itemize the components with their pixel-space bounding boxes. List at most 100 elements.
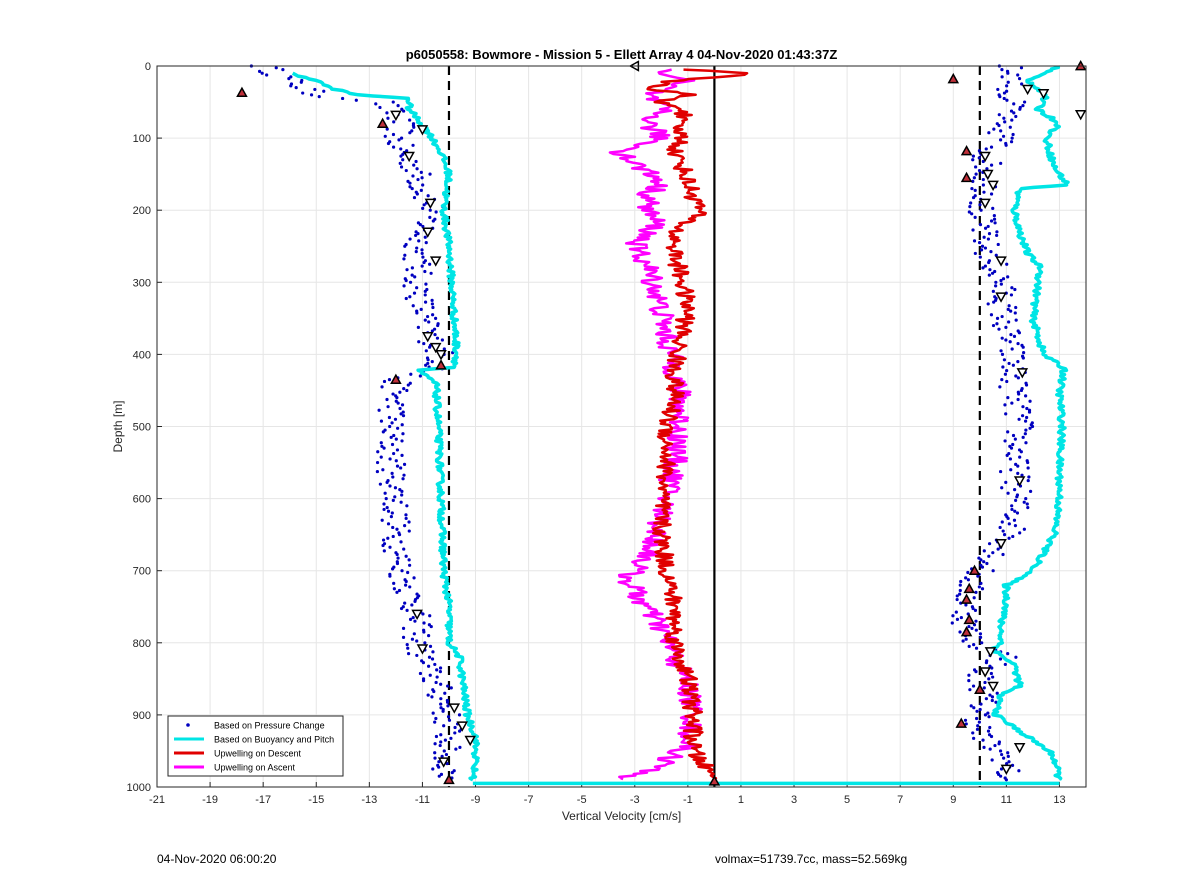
pressure-change-point xyxy=(973,251,977,256)
pressure-change-point xyxy=(1006,396,1010,400)
pressure-change-point xyxy=(1022,100,1027,104)
pressure-change-point xyxy=(989,250,993,254)
pressure-change-point xyxy=(439,706,443,710)
pressure-change-point xyxy=(415,192,419,196)
y-tick-label: 600 xyxy=(133,494,151,506)
pressure-change-point xyxy=(395,561,400,566)
pressure-change-point xyxy=(979,248,984,252)
pressure-change-point xyxy=(961,639,965,643)
pressure-change-point xyxy=(433,742,437,746)
pressure-change-point xyxy=(1000,75,1004,79)
legend-entry-label: Based on Pressure Change xyxy=(214,721,325,731)
pressure-change-point xyxy=(997,113,1001,117)
pressure-change-point xyxy=(1006,71,1010,75)
pressure-change-point xyxy=(416,177,420,182)
pressure-change-point xyxy=(994,284,998,288)
pressure-change-point xyxy=(990,271,995,275)
pressure-change-point xyxy=(1014,498,1018,503)
pressure-change-point xyxy=(435,675,439,679)
pressure-change-point xyxy=(989,219,994,223)
pressure-change-point xyxy=(422,621,426,625)
pressure-change-point xyxy=(413,275,417,279)
pressure-change-point xyxy=(445,700,450,704)
pressure-change-point xyxy=(430,329,434,333)
pressure-change-point xyxy=(381,538,386,542)
pressure-change-point xyxy=(257,69,262,74)
pressure-change-point xyxy=(402,257,406,261)
pressure-change-point xyxy=(998,657,1003,661)
pressure-change-point xyxy=(397,138,401,142)
pressure-change-point xyxy=(974,172,978,176)
pressure-change-point xyxy=(973,188,977,192)
pressure-change-point xyxy=(1009,109,1014,113)
pressure-change-point xyxy=(391,475,395,479)
pressure-change-point xyxy=(407,529,411,533)
pressure-change-point xyxy=(971,228,975,232)
pressure-change-point xyxy=(403,601,407,605)
pressure-change-point xyxy=(399,500,403,504)
pressure-change-point xyxy=(982,190,986,194)
pressure-change-point xyxy=(1024,441,1028,445)
pressure-change-point xyxy=(995,233,999,238)
pressure-change-point xyxy=(427,664,431,668)
pressure-change-point xyxy=(974,619,978,623)
pressure-change-point xyxy=(971,158,975,162)
pressure-change-point xyxy=(437,760,441,764)
x-tick-label: -19 xyxy=(202,794,218,806)
pressure-change-point xyxy=(412,291,417,295)
pressure-change-point xyxy=(391,534,395,539)
x-tick-label: -11 xyxy=(415,794,430,806)
pressure-change-point xyxy=(409,372,413,376)
pressure-change-point xyxy=(974,670,978,674)
pressure-change-point xyxy=(392,433,396,438)
pressure-change-point xyxy=(1014,114,1018,119)
pressure-change-point xyxy=(426,194,430,198)
pressure-change-point xyxy=(398,487,402,492)
pressure-change-point xyxy=(408,185,412,189)
pressure-change-point xyxy=(410,266,414,270)
pressure-change-point xyxy=(399,412,403,416)
pressure-change-point xyxy=(399,540,403,544)
pressure-change-point xyxy=(434,716,438,721)
pressure-change-point xyxy=(999,278,1003,283)
pressure-change-point xyxy=(405,608,409,612)
pressure-change-point xyxy=(1027,410,1032,414)
pressure-change-point xyxy=(389,435,393,439)
down-triangle-marker xyxy=(995,538,1007,550)
pressure-change-point xyxy=(415,167,419,171)
x-tick-label: -5 xyxy=(577,794,587,806)
pressure-change-point xyxy=(976,724,980,728)
pressure-change-point xyxy=(989,192,994,196)
pressure-change-point xyxy=(984,147,988,151)
pressure-change-point xyxy=(1028,489,1033,493)
pressure-change-point xyxy=(999,469,1003,474)
pressure-change-point xyxy=(423,269,427,274)
legend-entry-label: Upwelling on Descent xyxy=(214,749,302,759)
pressure-change-point xyxy=(1019,450,1023,454)
pressure-change-point xyxy=(442,347,446,351)
pressure-change-point xyxy=(1020,473,1024,477)
x-axis-label: Vertical Velocity [cm/s] xyxy=(562,809,681,823)
pressure-change-point xyxy=(408,131,412,135)
pressure-change-point xyxy=(401,432,405,436)
pressure-change-point xyxy=(1010,401,1014,405)
pressure-change-point xyxy=(391,392,395,396)
pressure-change-point xyxy=(1000,68,1004,72)
pressure-change-point xyxy=(420,176,424,180)
pressure-change-point xyxy=(1011,363,1015,367)
down-triangle-marker xyxy=(424,198,437,210)
pressure-change-point xyxy=(1009,140,1014,144)
pressure-change-point xyxy=(380,385,384,389)
pressure-change-point xyxy=(981,159,985,164)
pressure-change-point xyxy=(405,268,409,272)
pressure-change-point xyxy=(1024,428,1028,432)
pressure-change-point xyxy=(1010,286,1014,290)
pressure-change-point xyxy=(417,239,421,243)
pressure-change-point xyxy=(987,715,991,719)
pressure-change-point xyxy=(406,646,410,650)
pressure-change-point xyxy=(1002,358,1007,362)
down-triangle-marker xyxy=(416,644,429,655)
pressure-change-point xyxy=(1022,350,1026,355)
pressure-change-point xyxy=(977,720,981,724)
pressure-change-point xyxy=(1024,383,1029,387)
